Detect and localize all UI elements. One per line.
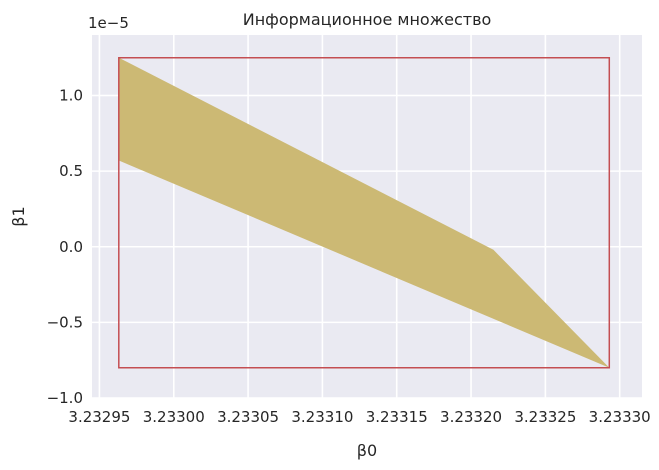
- x-tick-label-0: 3.23295: [68, 408, 130, 426]
- x-tick-label-7: 3.23330: [589, 408, 651, 426]
- y-axis-label: β1: [9, 206, 28, 226]
- y-tick-label-4: 1.0: [59, 87, 83, 105]
- x-tick-label-4: 3.23315: [366, 408, 428, 426]
- x-tick-labels: 3.23295 3.23300 3.23305 3.23310 3.23315 3.233…: [68, 408, 650, 426]
- y-offset-label: 1e−5: [88, 14, 129, 32]
- y-tick-label-2: 0.0: [59, 238, 83, 256]
- x-tick-label-6: 3.23325: [514, 408, 576, 426]
- y-tick-label-1: −0.5: [47, 313, 83, 331]
- marks: [118, 56, 611, 369]
- information-set-polygon: [118, 57, 610, 368]
- x-tick-label-1: 3.23300: [143, 408, 205, 426]
- chart-title: Информационное множество: [243, 10, 492, 29]
- y-tick-label-0: −1.0: [47, 389, 83, 407]
- y-tick-label-3: 0.5: [59, 162, 83, 180]
- bounding-rectangle: [118, 56, 611, 369]
- x-tick-label-2: 3.23305: [217, 408, 279, 426]
- x-tick-label-3: 3.23310: [291, 408, 353, 426]
- x-tick-label-5: 3.23320: [440, 408, 502, 426]
- x-axis-label: β0: [357, 441, 377, 460]
- y-tick-labels: −1.0 −0.5 0.0 0.5 1.0: [47, 87, 83, 408]
